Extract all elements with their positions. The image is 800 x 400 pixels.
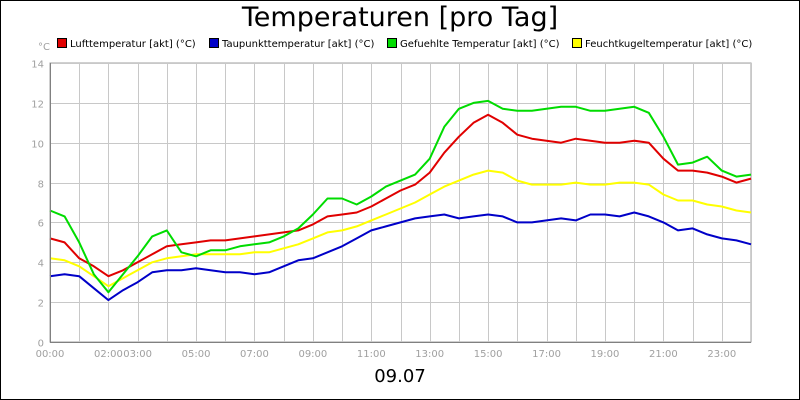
y-tick-label: 8 [38,180,44,191]
x-tick-label: 19:00 [591,349,620,360]
legend-label: Gefuehlte Temperatur [akt] (°C) [400,39,560,50]
y-tick-label: 0 [38,339,44,350]
x-tick-label: 21:00 [649,349,678,360]
x-tick-label: 11:00 [357,349,386,360]
x-tick-label: 15:00 [474,349,503,360]
y-tick-label: 6 [38,219,44,230]
legend-label: Lufttemperatur [akt] (°C) [70,39,196,50]
x-tick-label: 13:00 [415,349,444,360]
date-label: 09.07 [374,366,426,387]
legend-swatch-icon [387,38,397,48]
legend-item-feuchtkugeltemperatur: Feuchtkugeltemperatur [akt] (°C) [572,38,752,52]
legend-label: Taupunkttemperatur [akt] (°C) [222,39,375,50]
series-line-2 [49,99,752,294]
y-tick-label: 12 [31,100,44,111]
y-tick-label: 14 [31,60,44,71]
x-tick-label: 05:00 [182,349,211,360]
y-tick-label: 4 [38,259,44,270]
series-line-3 [49,169,752,288]
y-tick-label: 10 [31,140,44,151]
legend-item-gefuehlte-temperatur: Gefuehlte Temperatur [akt] (°C) [387,38,559,52]
x-tick-label: 03:00 [123,349,152,360]
legend-item-taupunkttemperatur: Taupunkttemperatur [akt] (°C) [209,38,374,52]
legend-label: Feuchtkugeltemperatur [akt] (°C) [585,39,753,50]
legend-swatch-icon [572,38,582,48]
x-tick-label: 02:00 [94,349,123,360]
chart-title: Temperaturen [pro Tag] [241,2,559,33]
series-line-1 [49,211,752,302]
y-tick-label: 2 [38,299,44,310]
series-line-0 [49,113,752,278]
legend-swatch-icon [57,38,67,48]
x-tick-label: 09:00 [298,349,327,360]
x-tick-label: 23:00 [707,349,736,360]
legend-item-lufttemperatur: Lufttemperatur [akt] (°C) [57,38,196,52]
x-tick-label: 07:00 [240,349,269,360]
plot-area [49,62,752,343]
x-tick-label: 00:00 [36,349,65,360]
legend-swatch-icon [209,38,219,48]
y-axis-unit: °C [38,42,50,53]
x-tick-label: 17:00 [532,349,561,360]
